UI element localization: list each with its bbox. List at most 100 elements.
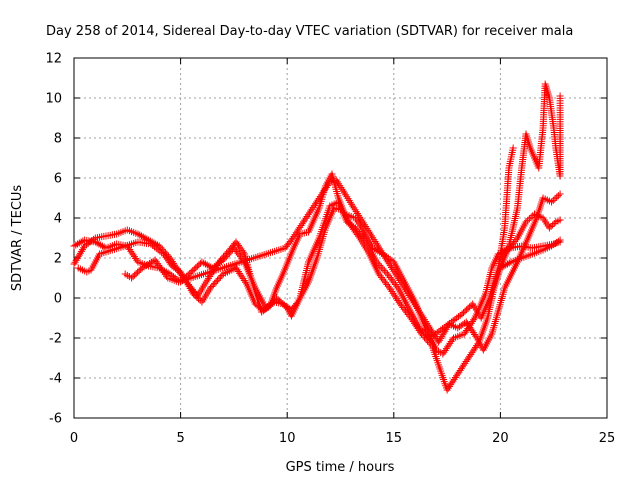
data-point [316,193,324,200]
data-point [454,313,462,321]
data-point [376,261,384,269]
data-point [192,264,200,272]
y-tick-label: 10 [45,92,62,107]
data-point [298,220,306,228]
data-point [311,200,319,208]
data-point [239,248,247,256]
data-point [317,191,325,199]
data-point [189,267,197,275]
data-point [70,242,78,250]
data-point [468,349,476,357]
data-point [556,236,564,244]
data-point [406,312,414,320]
data-point [455,368,463,376]
data-point [141,234,149,242]
data-point [134,230,142,238]
data-point [186,269,194,277]
data-point [70,260,78,268]
data-point [97,241,105,249]
data-point [212,278,220,286]
data-point [149,241,157,249]
data-point [393,282,401,290]
data-point [554,237,562,245]
data-point [512,236,520,244]
data-point [377,263,385,271]
data-point [440,329,448,337]
data-point [453,314,461,322]
data-point [439,331,447,339]
data-point [456,366,464,374]
data-point [132,254,140,262]
data-point [380,267,388,275]
data-point [551,195,559,203]
data-point [547,223,555,230]
data-point [441,327,449,335]
data-point [152,258,160,266]
data-point [556,92,564,100]
data-point [195,295,203,303]
data-point [203,261,211,269]
data-point [265,302,273,310]
data-point [464,354,472,362]
data-point [460,330,468,338]
data-point [208,282,216,290]
data-point [75,239,83,247]
data-point [412,321,420,329]
data-point [314,196,322,204]
data-point [185,283,193,291]
data-point [155,261,163,269]
data-point [138,264,146,272]
data-point [80,244,88,252]
data-point [216,273,224,281]
data-point [418,330,426,338]
data-point [451,374,459,382]
data-point [556,216,564,224]
data-point [295,225,303,233]
data-point [463,320,471,328]
data-point [209,281,217,289]
axis-ticks: 0 5 10 15 20 25 -6 -4 -2 0 2 4 6 8 10 12 [45,52,615,447]
data-point [221,254,229,262]
data-point [303,212,311,220]
data-point [218,272,226,280]
data-point [319,189,327,197]
data-point [466,323,474,331]
data-point [297,222,305,229]
data-point [269,299,277,307]
data-point [440,348,448,356]
data-point [131,271,139,279]
data-point [158,249,166,257]
data-point [161,270,169,278]
data-point [299,218,307,226]
data-point [468,318,476,326]
data-point [443,324,451,332]
data-point [305,209,313,217]
y-tick-label: -4 [49,372,62,387]
x-tick-label: 5 [176,431,184,446]
data-point [156,247,164,255]
data-point [422,335,430,343]
data-point [93,239,101,247]
data-point [236,269,244,277]
y-axis-title: SDTVAR / TECUs [10,185,25,292]
data-point [320,187,328,195]
data-point [505,259,513,267]
data-point [293,227,301,235]
data-point [195,261,203,269]
data-point [414,325,422,333]
data-point [287,236,295,244]
data-point [529,212,537,220]
data-point [98,242,106,250]
data-point [445,341,453,349]
data-point [465,322,473,330]
data-point [150,243,158,251]
data-point [407,314,415,322]
data-point [388,257,396,265]
data-point [289,234,297,242]
data-point [421,333,429,341]
data-point [225,249,233,257]
data-point [309,203,317,211]
data-point [323,182,331,190]
data-point [550,220,558,227]
